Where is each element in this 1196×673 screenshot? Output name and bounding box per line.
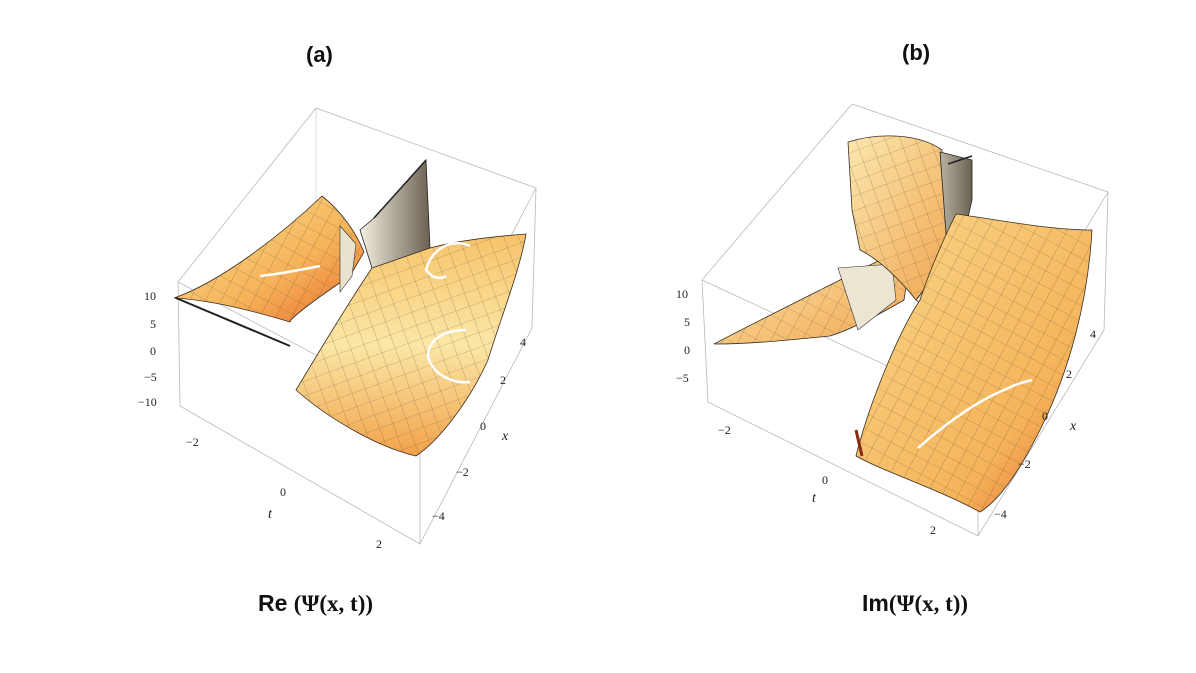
z-tick: −5	[676, 371, 689, 385]
z-tick: 0	[684, 343, 690, 357]
panel-a-x-ticks: 4 2 0 −2 −4	[432, 335, 526, 523]
z-tick: 5	[684, 315, 690, 329]
panel-a-z-ticks: 10 5 0 −5 −10	[138, 289, 157, 409]
panel-b-t-label: t	[812, 491, 817, 506]
t-tick: 0	[280, 485, 286, 499]
x-tick: 2	[1066, 367, 1072, 381]
x-tick: 4	[1090, 327, 1096, 341]
z-tick: 10	[676, 287, 688, 301]
x-tick: 0	[1042, 409, 1048, 423]
panel-b-t-ticks: −2 0 2	[718, 423, 936, 537]
panel-a-caption: Re (Ψ(x, t))	[258, 590, 373, 617]
t-tick: 2	[376, 537, 382, 551]
panel-b-caption-prefix: Im	[862, 590, 889, 616]
z-tick: 5	[150, 317, 156, 331]
x-tick: 4	[520, 335, 526, 349]
x-tick: 2	[500, 373, 506, 387]
panel-a-t-ticks: −2 0 2	[186, 435, 382, 551]
panel-a-x-label: x	[501, 429, 509, 444]
panel-b-x-label: x	[1069, 419, 1077, 434]
panel-b-label: (b)	[902, 40, 931, 65]
z-tick: 0	[150, 344, 156, 358]
z-tick: 10	[144, 289, 156, 303]
z-tick: −5	[144, 370, 157, 384]
panel-a-label: (a)	[306, 42, 333, 67]
panel-a-caption-math: (Ψ(x, t))	[293, 591, 374, 616]
x-tick: −2	[456, 465, 469, 479]
x-tick: 0	[480, 419, 486, 433]
panel-a-t-label: t	[268, 507, 273, 522]
x-tick: −4	[994, 507, 1007, 521]
z-tick: −10	[138, 395, 157, 409]
panel-b-caption: Im(Ψ(x, t))	[862, 590, 968, 617]
t-tick: 2	[930, 523, 936, 537]
panel-b-x-ticks: 4 2 0 −2 −4	[994, 327, 1096, 521]
panel-b-caption-math: (Ψ(x, t))	[888, 591, 969, 616]
t-tick: −2	[186, 435, 199, 449]
t-tick: −2	[718, 423, 731, 437]
panel-a-caption-prefix: Re	[258, 590, 294, 616]
t-tick: 0	[822, 473, 828, 487]
x-tick: −2	[1018, 457, 1031, 471]
panel-b-z-ticks: 10 5 0 −5	[676, 287, 690, 385]
x-tick: −4	[432, 509, 445, 523]
